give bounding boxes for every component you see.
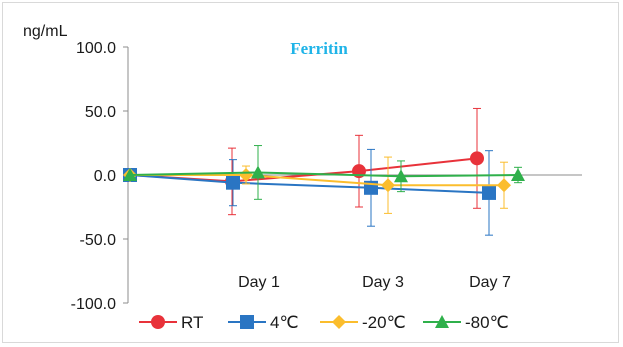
series-2 <box>123 156 511 214</box>
data-point <box>470 151 484 166</box>
legend-label: 4℃ <box>270 313 299 332</box>
legend-label: -80℃ <box>465 313 509 332</box>
y-tick-label: -100.0 <box>71 296 116 313</box>
legend-entry: -80℃ <box>423 313 509 332</box>
y-tick-labels: 100.0 50.0 0.0 -50.0 -100.0 <box>71 40 116 313</box>
series-line <box>130 174 504 187</box>
y-tick-label: 100.0 <box>76 40 116 57</box>
x-category-label: Day 7 <box>469 274 511 291</box>
data-point <box>482 185 496 200</box>
series-0 <box>123 107 484 216</box>
data-point <box>123 168 137 181</box>
data-point <box>226 175 240 190</box>
data-point <box>394 169 408 183</box>
data-point <box>239 168 253 182</box>
legend-entry: -20℃ <box>320 313 406 332</box>
chart-frame: 100.0 50.0 0.0 -50.0 -100.0 Day 1 Day 3 Day 7 … <box>2 2 619 343</box>
legend-label: RT <box>181 313 203 332</box>
y-tick-label: 0.0 <box>94 168 116 185</box>
x-category-label: Day 3 <box>362 274 404 291</box>
data-point <box>435 315 449 328</box>
y-axis-unit-label: ng/mL <box>23 23 68 40</box>
x-category-label: Day 1 <box>238 274 280 291</box>
data-point <box>511 168 525 181</box>
legend-entry: 4℃ <box>228 313 299 332</box>
legend-label: -20℃ <box>362 313 406 332</box>
data-point <box>240 315 254 329</box>
x-category-labels: Day 1 Day 3 Day 7 <box>238 274 511 291</box>
y-tick-label: -50.0 <box>80 232 117 249</box>
data-point <box>332 315 346 329</box>
series-layer <box>123 107 525 236</box>
series-line <box>129 171 519 178</box>
data-point <box>497 178 511 193</box>
series-line <box>129 174 490 194</box>
data-point <box>381 178 395 193</box>
chart-title: Ferritin <box>290 39 348 58</box>
legend: RT 4℃ -20℃ -80℃ <box>139 313 509 332</box>
data-point <box>151 315 165 329</box>
ferritin-chart: 100.050.00.0-50.0-100.0 Day 1 Day 3 Day 7 … <box>23 23 582 332</box>
series-3 <box>123 145 525 200</box>
data-point <box>251 165 265 179</box>
legend-entry: RT <box>139 313 203 332</box>
y-tick-label: 50.0 <box>85 104 116 121</box>
